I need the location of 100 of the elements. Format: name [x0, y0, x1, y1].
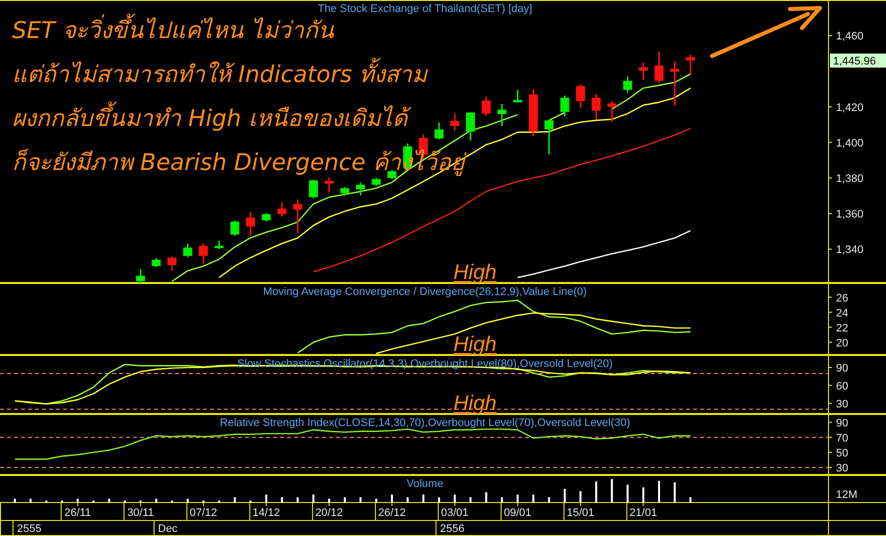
- candlestick: [246, 211, 256, 236]
- candlestick: [513, 89, 522, 104]
- candlestick: [308, 179, 318, 200]
- bar: [454, 494, 456, 503]
- x-tick-label: 26/11: [64, 507, 92, 519]
- bar: [155, 498, 158, 503]
- chart-title: The Stock Exchange of Thailand(SET) [day]: [318, 3, 532, 15]
- candlestick: [293, 198, 302, 234]
- bar: [674, 482, 676, 503]
- candlestick: [450, 112, 460, 132]
- candlestick: [497, 103, 506, 127]
- bar: [375, 498, 378, 503]
- candlestick: [607, 100, 616, 123]
- bar: [296, 497, 299, 503]
- bar: [642, 487, 644, 503]
- text: 2556: [440, 523, 464, 535]
- bar: [422, 494, 424, 503]
- bar: [265, 494, 268, 503]
- y-tick-label: 1,460: [836, 30, 864, 43]
- text: 12M: [836, 489, 858, 501]
- y-tick-label: 26: [836, 292, 848, 304]
- y-tick-label: 1,420: [836, 102, 864, 114]
- text: 1,445.96: [833, 56, 876, 68]
- candlestick: [623, 76, 632, 94]
- candlestick: [592, 93, 601, 120]
- candlestick: [198, 242, 208, 264]
- candlestick: [544, 120, 554, 156]
- text: Dec: [158, 523, 178, 535]
- y-tick-label: 22: [836, 322, 848, 334]
- candlestick: [576, 83, 585, 109]
- bar: [516, 494, 519, 503]
- y-tick-label: 1,400: [836, 137, 864, 150]
- x-tick-label: 21/01: [630, 507, 658, 519]
- candlestick: [136, 268, 146, 284]
- bar: [280, 497, 283, 503]
- bar: [469, 497, 472, 503]
- y-tick-label: 1,340: [836, 244, 864, 256]
- y-tick-label: 1,380: [836, 172, 864, 185]
- bar: [30, 498, 32, 503]
- bar: [390, 494, 393, 503]
- x-tick-label: 07/12: [190, 507, 218, 519]
- candlestick: [230, 220, 240, 236]
- y-tick-label: 30: [836, 398, 848, 410]
- bar: [328, 498, 330, 503]
- bar: [406, 497, 409, 503]
- annotation: High: [453, 261, 497, 284]
- bar: [186, 498, 189, 503]
- bar: [234, 497, 236, 503]
- x-tick-label: 09/01: [504, 507, 532, 519]
- bar: [76, 498, 79, 503]
- bar: [14, 498, 16, 503]
- candlestick: [356, 182, 366, 196]
- text: 2555: [17, 523, 42, 535]
- y-tick-label: 24: [836, 307, 848, 320]
- bar: [658, 480, 660, 503]
- y-tick-label: 90: [836, 417, 848, 430]
- bar: [108, 498, 110, 503]
- y-tick-label: 20: [836, 337, 848, 350]
- candlestick: [277, 202, 286, 218]
- bar: [438, 497, 440, 503]
- x-tick-label: 26/12: [378, 507, 406, 519]
- chart-title: Volume: [406, 478, 444, 490]
- candlestick: [686, 54, 695, 75]
- bar: [344, 497, 346, 503]
- y-tick-label: 70: [836, 432, 848, 444]
- annotation: High: [453, 392, 497, 415]
- annotation: ผงกกลับขึ้นมาทำ High เหนือของเดิมได้: [12, 101, 412, 132]
- bar: [548, 497, 550, 503]
- y-tick-label: 1,360: [836, 208, 864, 221]
- x-tick-label: 20/12: [315, 507, 343, 519]
- line-series: [297, 300, 692, 354]
- candlestick: [466, 112, 475, 142]
- bar: [532, 494, 534, 503]
- x-tick-label: 03/01: [441, 507, 469, 519]
- annotation: แต่ถ้าไม่สามารถทำให้ Indicators ทั้งสาม: [12, 57, 430, 88]
- candlestick: [482, 96, 491, 117]
- bar: [564, 488, 566, 503]
- y-tick-label: 60: [836, 380, 848, 392]
- y-tick-label: 50: [836, 447, 848, 460]
- bar: [360, 497, 362, 503]
- chart-title: Moving Average Convergence / Divergence(26,12,9),Value Line(0): [263, 286, 587, 298]
- bar: [626, 484, 629, 503]
- bar: [500, 497, 503, 503]
- x-tick-label: 30/11: [127, 507, 154, 519]
- candlestick: [167, 256, 176, 272]
- bar: [312, 494, 314, 503]
- x-tick-label: 15/01: [566, 507, 594, 519]
- line-series: [376, 312, 692, 354]
- line-series: [516, 230, 692, 278]
- y-tick-label: 30: [836, 462, 848, 474]
- bar: [610, 479, 613, 503]
- candlestick: [560, 94, 570, 118]
- annotation: High: [453, 333, 497, 356]
- chart-title: Relative Strength Index(CLOSE,14,30,70),Overbought Level(70),Oversold Level(30): [220, 417, 630, 429]
- bar: [595, 481, 598, 503]
- candlestick: [183, 242, 192, 258]
- bar: [485, 492, 488, 503]
- line-series: [14, 428, 692, 460]
- candlestick: [654, 50, 664, 84]
- y-tick-label: 90: [836, 362, 848, 375]
